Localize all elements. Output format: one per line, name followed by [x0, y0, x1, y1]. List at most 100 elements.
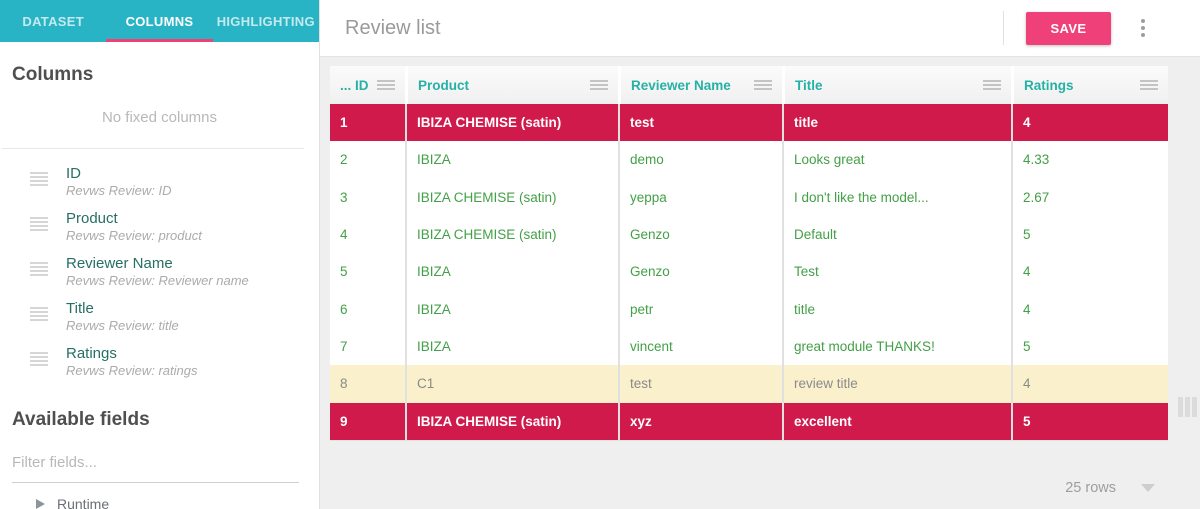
- column-header-id[interactable]: ... ID: [330, 66, 405, 104]
- tab-bar: DATASET COLUMNS HIGHLIGHTING: [0, 0, 319, 42]
- table-row[interactable]: 8 C1 test review title 4: [330, 365, 1168, 403]
- table-cell: 4.33: [1011, 141, 1168, 179]
- table-cell: IBIZA: [405, 141, 618, 179]
- table-cell: 1: [340, 115, 348, 131]
- grid-body: 1 IBIZA CHEMISE (satin) test title 4 2 IBIZA de…: [330, 104, 1168, 440]
- table-cell: 8: [340, 376, 348, 392]
- table-cell: IBIZA: [405, 290, 618, 328]
- column-item-name: Product: [66, 210, 118, 227]
- filter-fields-wrapper: [12, 445, 299, 483]
- drag-handle-icon[interactable]: [30, 172, 48, 174]
- table-cell: IBIZA CHEMISE (satin): [405, 215, 618, 254]
- columns-heading: Columns: [12, 64, 94, 85]
- table-cell: 4: [340, 227, 348, 243]
- table-cell: 4: [1011, 290, 1168, 328]
- main-panel: Review list SAVE ... ID Product Reviewer N…: [320, 0, 1200, 509]
- column-header-reviewername[interactable]: Reviewer Name: [618, 66, 782, 104]
- column-item-title[interactable]: Title Revws Review: title: [0, 294, 319, 339]
- sidebar: DATASET COLUMNS HIGHLIGHTING Columns No fi…: [0, 0, 320, 509]
- table-row[interactable]: 7 IBIZA vincent great module THANKS! 5: [330, 327, 1168, 366]
- filter-fields-input[interactable]: [12, 445, 299, 482]
- drag-handle-icon[interactable]: [30, 352, 48, 354]
- table-cell: review title: [782, 365, 1011, 403]
- table-cell: 4: [1011, 104, 1168, 142]
- drag-handle-icon[interactable]: [30, 262, 48, 264]
- column-menu-icon[interactable]: [377, 80, 395, 82]
- table-cell: title: [782, 290, 1011, 328]
- main-header: Review list SAVE: [320, 0, 1200, 57]
- column-item-source: Revws Review: ID: [66, 183, 172, 198]
- table-cell: 7: [340, 339, 348, 355]
- drag-handle-icon[interactable]: [30, 217, 48, 219]
- table-row[interactable]: 1 IBIZA CHEMISE (satin) test title 4: [330, 104, 1168, 142]
- available-fields-heading: Available fields: [12, 409, 150, 430]
- column-item-product[interactable]: Product Revws Review: product: [0, 204, 319, 249]
- column-item-texts: Reviewer Name Revws Review: Reviewer name: [66, 254, 249, 289]
- table-cell: test: [618, 365, 782, 403]
- chevron-down-icon: [1141, 484, 1155, 492]
- no-fixed-columns-text: No fixed columns: [101, 109, 218, 126]
- triangle-right-icon: [36, 499, 45, 509]
- field-group-runtime[interactable]: Runtime: [0, 496, 319, 509]
- table-cell: C1: [405, 365, 618, 403]
- table-cell: 4: [1011, 365, 1168, 403]
- rows-per-page-dropdown[interactable]: 25 rows: [330, 480, 1168, 496]
- table-cell: IBIZA: [405, 253, 618, 291]
- column-item-reviewer-name[interactable]: Reviewer Name Revws Review: Reviewer name: [0, 249, 319, 294]
- table-cell: yeppa: [618, 178, 782, 216]
- table-cell: IBIZA CHEMISE (satin): [405, 178, 618, 216]
- table-cell: xyz: [618, 402, 782, 440]
- save-button[interactable]: SAVE: [1026, 11, 1111, 45]
- column-header-product[interactable]: Product: [405, 66, 618, 104]
- header-divider: [1003, 11, 1004, 45]
- table-cell: 2: [340, 152, 348, 168]
- column-menu-icon[interactable]: [1140, 80, 1158, 82]
- tab-columns[interactable]: COLUMNS: [106, 0, 213, 42]
- column-item-id[interactable]: ID Revws Review: ID: [0, 159, 319, 204]
- table-cell: Genzo: [618, 215, 782, 254]
- table-cell: IBIZA: [405, 327, 618, 366]
- table-cell: 6: [340, 301, 348, 317]
- table-cell: 5: [1011, 402, 1168, 440]
- tab-highlighting[interactable]: HIGHLIGHTING: [216, 13, 315, 29]
- table-cell: 9: [340, 413, 348, 429]
- field-group-label: Runtime: [57, 496, 110, 509]
- page-title: Review list: [345, 16, 441, 39]
- table-row[interactable]: 9 IBIZA CHEMISE (satin) xyz excellent 5: [330, 402, 1168, 440]
- column-item-ratings[interactable]: Ratings Revws Review: ratings: [0, 339, 319, 384]
- table-row[interactable]: 5 IBIZA Genzo Test 4: [330, 253, 1168, 291]
- column-header-label: Title: [795, 77, 823, 93]
- resize-grip-icon[interactable]: [1178, 397, 1197, 417]
- table-row[interactable]: 6 IBIZA petr title 4: [330, 290, 1168, 328]
- table-cell: Looks great: [782, 141, 1011, 179]
- table-row[interactable]: 2 IBIZA demo Looks great 4.33: [330, 141, 1168, 179]
- table-row[interactable]: 4 IBIZA CHEMISE (satin) Genzo Default 5: [330, 215, 1168, 254]
- column-menu-icon[interactable]: [590, 80, 608, 82]
- table-cell: 2.67: [1011, 178, 1168, 216]
- table-cell: excellent: [782, 402, 1011, 440]
- column-item-name: ID: [66, 165, 81, 182]
- column-header-title[interactable]: Title: [782, 66, 1011, 104]
- table-cell: IBIZA CHEMISE (satin): [405, 402, 618, 440]
- table-cell: title: [782, 104, 1011, 142]
- tab-dataset[interactable]: DATASET: [22, 13, 84, 29]
- column-menu-icon[interactable]: [754, 80, 772, 82]
- drag-handle-icon[interactable]: [30, 307, 48, 309]
- column-item-texts: Title Revws Review: title: [66, 299, 179, 334]
- table-cell: 5: [340, 264, 348, 280]
- column-item-source: Revws Review: ratings: [66, 363, 198, 378]
- table-cell: I don't like the model...: [782, 178, 1011, 216]
- table-cell: IBIZA CHEMISE (satin): [405, 104, 618, 142]
- column-item-name: Title: [66, 300, 94, 317]
- column-header-label: Ratings: [1024, 77, 1074, 93]
- kebab-menu-icon[interactable]: [1137, 15, 1149, 41]
- table-cell: 5: [1011, 327, 1168, 366]
- column-item-texts: Product Revws Review: product: [66, 209, 202, 244]
- column-item-source: Revws Review: title: [66, 318, 179, 333]
- column-item-name: Ratings: [66, 345, 117, 362]
- column-header-ratings[interactable]: Ratings: [1011, 66, 1168, 104]
- table-row[interactable]: 3 IBIZA CHEMISE (satin) yeppa I don't like …: [330, 178, 1168, 216]
- table-cell: great module THANKS!: [782, 327, 1011, 366]
- column-menu-icon[interactable]: [983, 80, 1001, 82]
- table-cell: petr: [618, 290, 782, 328]
